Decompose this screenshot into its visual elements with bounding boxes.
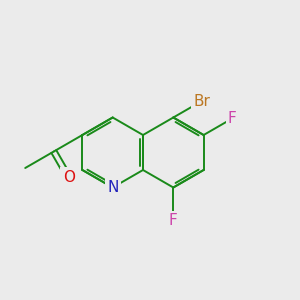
Text: N: N: [107, 180, 118, 195]
Text: F: F: [228, 111, 237, 126]
Text: F: F: [169, 213, 178, 228]
Text: O: O: [63, 170, 75, 185]
Text: Br: Br: [194, 94, 210, 109]
